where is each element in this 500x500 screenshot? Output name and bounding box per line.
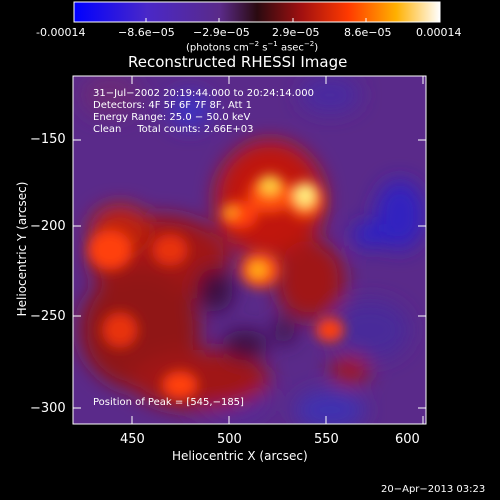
x-tick-label: 600: [395, 432, 420, 447]
y-axis-label: Heliocentric Y (arcsec): [15, 181, 29, 317]
rhessi-image: [73, 76, 426, 424]
colorbar-tick-label: −8.6e−05: [118, 26, 175, 39]
plot-title: Reconstructed RHESSI Image: [128, 53, 348, 71]
colorbar-tick-label: 2.9e−05: [272, 26, 320, 39]
x-tick-label: 550: [314, 432, 339, 447]
info-energy-range: Energy Range: 25.0 − 50.0 keV: [93, 112, 251, 123]
colorbar-gradient: [73, 1, 441, 23]
y-tick-label: −250: [30, 309, 66, 324]
y-tick-label: −200: [30, 219, 66, 234]
x-axis-ticks: [131, 76, 424, 424]
colorbar-units: (photons cm−2 s−1 asec−2): [186, 40, 319, 54]
info-clean-counts: Clean Total counts: 2.66E+03: [93, 124, 254, 135]
info-time-range: 31−Jul−2002 20:19:44.000 to 20:24:14.000: [93, 88, 314, 99]
peak-position-label: Position of Peak = [545,−185]: [93, 397, 244, 408]
colorbar-tick-label: −2.9e−05: [193, 26, 250, 39]
colorbar-tick-label: 8.6e−05: [344, 26, 392, 39]
y-axis-ticks: [73, 139, 426, 409]
x-tick-label: 450: [120, 432, 145, 447]
x-axis-label: Heliocentric X (arcsec): [172, 449, 308, 463]
plot-frame: [72, 75, 427, 425]
info-detectors: Detectors: 4F 5F 6F 7F 8F, Att 1: [93, 100, 253, 111]
y-tick-label: −300: [30, 401, 66, 416]
y-tick-label: −150: [30, 132, 66, 147]
colorbar-ticks: [73, 18, 440, 22]
x-tick-label: 500: [217, 432, 242, 447]
colorbar-tick-label: 0.00014: [416, 26, 462, 39]
colorbar-tick-label: -0.00014: [36, 26, 86, 39]
footer-timestamp: 20−Apr−2013 03:23: [381, 484, 486, 495]
